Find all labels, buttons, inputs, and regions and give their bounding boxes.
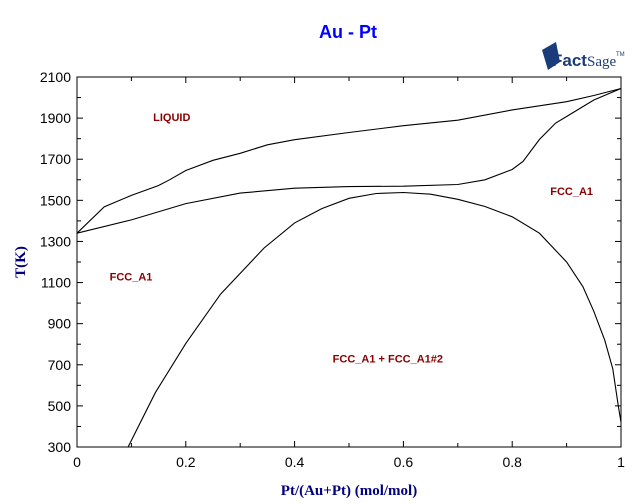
x-tick-label: 1 <box>617 454 625 470</box>
svg-text:Sage: Sage <box>587 54 617 70</box>
x-tick-label: 0 <box>73 454 81 470</box>
region-label: LIQUID <box>153 112 190 124</box>
y-tick-label: 1700 <box>40 151 71 167</box>
y-tick-label: 300 <box>48 439 72 455</box>
phase-boundary-3 <box>127 191 622 448</box>
factsage-logo: Fact Sage TM <box>542 42 625 70</box>
x-tick-label: 0.8 <box>502 454 522 470</box>
svg-text:TM: TM <box>616 52 625 58</box>
phase-boundary-2 <box>76 87 622 234</box>
region-label: FCC_A1 + FCC_A1#2 <box>333 354 443 366</box>
region-label: FCC_A1 <box>110 272 153 284</box>
x-tick-label: 0.2 <box>176 454 196 470</box>
y-tick-label: 2100 <box>40 69 71 85</box>
y-tick-label: 900 <box>48 316 72 332</box>
x-tick-label: 0.4 <box>285 454 305 470</box>
region-label: FCC_A1 <box>550 186 593 198</box>
y-tick-label: 1300 <box>40 233 71 249</box>
y-tick-label: 500 <box>48 398 72 414</box>
y-tick-label: 700 <box>48 357 72 373</box>
y-tick-label: 1500 <box>40 192 71 208</box>
x-tick-label: 0.6 <box>394 454 414 470</box>
chart-title: Au - Pt <box>319 22 377 42</box>
y-tick-label: 1900 <box>40 110 71 126</box>
x-axis-label: Pt/(Au+Pt) (mol/mol) <box>281 483 417 499</box>
y-axis-label: T(K) <box>13 246 29 278</box>
svg-text:Fact: Fact <box>552 51 587 70</box>
phase-boundary-1 <box>76 87 622 234</box>
y-tick-label: 1100 <box>41 275 71 291</box>
